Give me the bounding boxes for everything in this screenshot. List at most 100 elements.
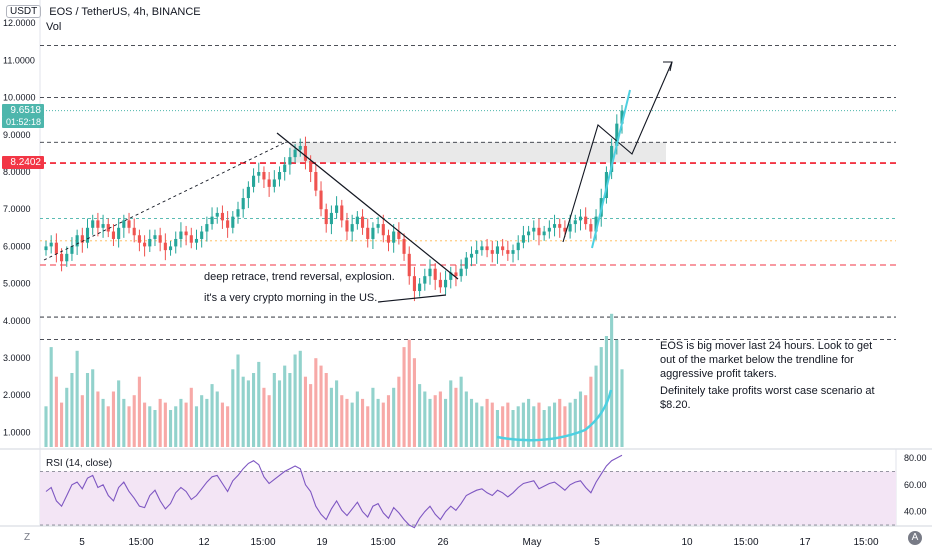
advice-line-2[interactable]: out of the market below the trendline fo… (660, 354, 854, 366)
volume-bar (589, 376, 593, 447)
volume-bar (70, 373, 74, 447)
volume-bar (215, 391, 219, 447)
volume-bar (132, 395, 136, 447)
volume-bar (309, 384, 313, 447)
candle-body (277, 172, 282, 180)
candle-body (444, 279, 448, 288)
volume-bar (366, 406, 370, 447)
advice-line-3[interactable]: aggressive profit takers. (660, 368, 777, 380)
candle-body (184, 231, 188, 236)
candle-body (547, 227, 551, 232)
volume-bar (418, 384, 422, 447)
volume-bar (168, 410, 173, 447)
candle-body (584, 216, 588, 225)
time-axis-label: 5 (594, 537, 600, 548)
volume-bar (376, 398, 380, 447)
candle-body (127, 220, 131, 228)
volume-bar (148, 406, 152, 447)
auto-scale-button[interactable]: A (908, 531, 922, 545)
time-axis-label: 15:00 (370, 537, 395, 548)
volume-bar (407, 339, 411, 447)
price-axis-label: 1.0000 (3, 427, 31, 437)
candle-body (438, 279, 442, 288)
pattern-note-2[interactable]: it's a very crypto morning in the US. (204, 292, 378, 304)
volume-label[interactable]: Vol (46, 21, 62, 33)
volume-bar (573, 398, 577, 447)
candle-body (262, 172, 266, 180)
candle-body (60, 253, 64, 262)
candle-body (96, 220, 100, 228)
candle-body (153, 235, 157, 239)
candle-body (168, 246, 173, 251)
candle-body (578, 216, 583, 221)
advice-line-1[interactable]: EOS is big mover last 24 hours. Look to … (660, 340, 873, 352)
candle-body (485, 246, 489, 251)
price-axis-label: 5.0000 (3, 279, 31, 289)
candle-body (163, 242, 167, 251)
volume-bar (444, 398, 448, 447)
candle-body (397, 231, 401, 239)
volume-bar (200, 395, 204, 447)
candle-body (200, 231, 204, 239)
candle-body (360, 216, 365, 228)
candle-body (324, 209, 328, 225)
volume-bar (449, 380, 453, 447)
volume-bar (288, 373, 292, 447)
candle-body (205, 224, 209, 232)
candle-body (148, 238, 152, 247)
time-axis-label: May (523, 537, 542, 548)
zoom-button[interactable]: Z (24, 532, 31, 543)
rsi-line (45, 454, 623, 529)
candle-body (350, 224, 354, 232)
candle-body (371, 227, 375, 239)
symbol-title[interactable]: EOS / TetherUS, 4h, BINANCE (49, 5, 201, 18)
price-axis-label: 6.0000 (3, 241, 31, 251)
bar-countdown-tag: 01:52:18 (2, 116, 44, 128)
candle-body (319, 190, 323, 210)
candle-body (428, 268, 432, 277)
candle-body (594, 216, 598, 232)
pattern-note-1[interactable]: deep retrace, trend reversal, explosion. (204, 271, 395, 283)
time-axis-label: 19 (316, 537, 328, 548)
volume-bar (49, 347, 53, 447)
rsi-axis-label: 60.00 (904, 480, 927, 490)
projection-path (562, 61, 673, 243)
candle-body (288, 157, 292, 165)
volume-bar (397, 376, 401, 447)
volume-bar (262, 387, 266, 447)
candle-body (355, 216, 359, 225)
volume-bar (143, 402, 147, 447)
volume-bar (298, 350, 302, 447)
volume-bar (335, 380, 339, 447)
candle-body (506, 250, 510, 254)
candle-body (412, 276, 416, 292)
advice-line-5[interactable]: $8.20. (660, 399, 691, 411)
volume-bar (386, 395, 391, 447)
advice-line-4[interactable]: Definitely take profits worst case scena… (660, 385, 875, 397)
volume-bar (54, 376, 58, 447)
quote-currency-badge[interactable]: USDT (6, 5, 42, 18)
last-price-tag: 9.6518 (2, 104, 44, 117)
rsi-label[interactable]: RSI (14, close) (46, 458, 113, 469)
volume-bar (231, 369, 235, 447)
candle-body (402, 238, 406, 254)
volume-bar (252, 373, 256, 447)
candle-body (85, 227, 90, 243)
candle-body (111, 231, 116, 239)
price-axis-label: 11.0000 (3, 55, 35, 65)
volume-bar (111, 391, 116, 447)
time-axis-label: 15:00 (853, 537, 878, 548)
time-axis-label: 12 (198, 537, 210, 548)
candle-body (558, 224, 562, 228)
volume-bar (257, 361, 261, 447)
candle-body (179, 231, 183, 239)
candle-body (117, 227, 121, 239)
candle-body (91, 220, 95, 228)
candle-body (501, 246, 505, 251)
candle-body (573, 220, 577, 225)
candle-body (174, 238, 178, 247)
rsi-axis-label: 40.00 (904, 507, 927, 517)
candle-body (101, 224, 105, 228)
candle-body (49, 242, 53, 247)
